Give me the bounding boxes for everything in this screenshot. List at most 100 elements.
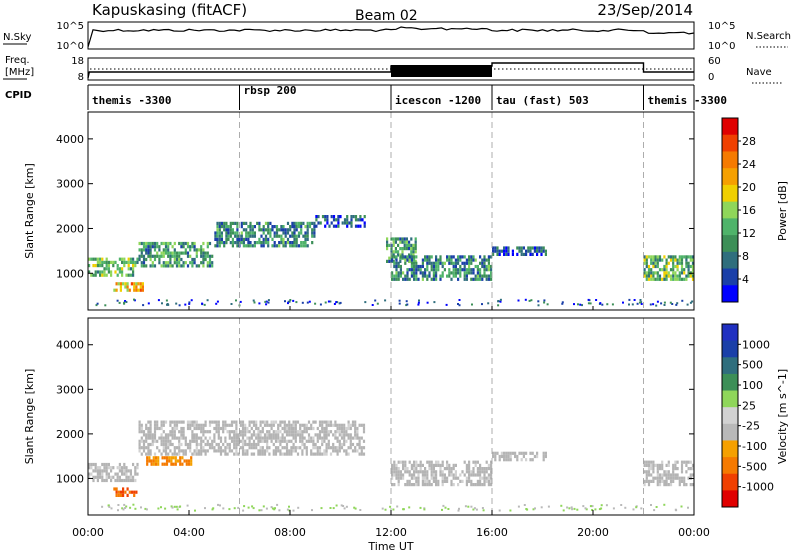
echo-cell (151, 254, 154, 258)
echo-cell (587, 302, 590, 305)
echo-cell (164, 442, 168, 447)
echo-cell (238, 237, 241, 241)
echo-cell (354, 430, 357, 434)
echo-cell (591, 505, 594, 508)
echo-cell (450, 255, 453, 259)
echo-cell (428, 463, 431, 467)
echo-cell (468, 271, 471, 275)
echo-cell (125, 466, 128, 470)
echo-cell (514, 454, 517, 459)
echo-cell (169, 254, 172, 258)
echo-cell (206, 439, 209, 443)
echo-cell (186, 442, 190, 447)
echo-cell (647, 268, 651, 272)
echo-cell (421, 479, 424, 483)
echo-cell (518, 451, 521, 455)
echo-cell (650, 277, 653, 281)
echo-cell (294, 426, 297, 431)
echo-cell (359, 215, 362, 219)
echo-cell (691, 268, 694, 272)
colorbar-swatch (722, 201, 738, 219)
echo-cell (476, 271, 479, 275)
echo-cell (299, 433, 302, 437)
echo-cell (338, 433, 341, 437)
echo-cell (134, 478, 137, 483)
echo-cell (487, 258, 490, 262)
echo-cell (242, 241, 245, 245)
echo-cell (439, 274, 442, 278)
echo-cell (189, 449, 192, 453)
echo-cell (680, 277, 684, 281)
echo-cell (483, 264, 486, 269)
echo-cell (640, 301, 643, 304)
echo-cell (481, 467, 484, 471)
echo-cell (147, 436, 150, 440)
echo-cell (448, 255, 451, 259)
echo-cell (663, 473, 666, 477)
echo-cell (233, 439, 236, 443)
echo-cell (246, 452, 249, 456)
echo-cell (249, 228, 252, 232)
echo-cell (658, 255, 662, 259)
echo-cell (217, 503, 219, 506)
echo-cell (202, 426, 205, 431)
echo-cell (96, 302, 99, 305)
echo-cell (297, 231, 301, 235)
echo-cell (307, 436, 311, 440)
echo-cell (410, 476, 413, 480)
echo-cell (435, 261, 438, 265)
echo-cell (353, 506, 356, 509)
echo-cell (410, 268, 413, 272)
echo-cell (267, 301, 270, 304)
echo-cell (540, 246, 543, 250)
echo-cell (264, 300, 267, 303)
echo-cell (290, 430, 293, 434)
echo-cell (415, 463, 418, 467)
echo-cell (182, 251, 185, 255)
echo-cell (240, 221, 243, 225)
echo-cell (678, 271, 681, 275)
echo-cell (643, 258, 646, 262)
echo-cell (252, 430, 256, 434)
echo-cell (390, 247, 393, 251)
echo-cell (101, 469, 104, 473)
echo-cell (439, 261, 442, 265)
echo-cell (435, 470, 438, 474)
echo-cell (454, 271, 457, 275)
echo-cell (415, 476, 418, 480)
echo-cell (237, 442, 240, 447)
echo-cell (395, 264, 398, 269)
echo-cell (476, 268, 479, 272)
echo-cell (105, 472, 108, 476)
echo-cell (301, 423, 304, 427)
echo-cell (224, 436, 227, 440)
echo-cell (496, 451, 499, 455)
echo-cell (184, 251, 187, 255)
echo-cell (189, 254, 192, 258)
echo-cell (248, 430, 251, 434)
echo-cell (647, 479, 651, 483)
echo-cell (288, 439, 291, 443)
echo-cell (175, 257, 179, 262)
echo-cell (417, 264, 420, 269)
echo-cell (180, 241, 183, 246)
echo-cell (295, 301, 298, 304)
echo-cell (413, 470, 416, 474)
echo-cell (321, 452, 324, 456)
velocity-echo-layer (88, 318, 694, 515)
echo-cell (300, 231, 303, 235)
echo-cell (503, 451, 506, 455)
echo-cell (403, 240, 406, 244)
echo-cell (476, 274, 479, 278)
x-tick-label: 12:00 (375, 526, 407, 539)
echo-cell (363, 221, 366, 225)
echo-cell (145, 439, 148, 443)
echo-cell (448, 261, 451, 265)
echo-cell (338, 446, 341, 450)
echo-cell (249, 221, 252, 225)
echo-cell (408, 479, 411, 483)
echo-cell (463, 255, 466, 259)
echo-cell (536, 252, 539, 256)
echo-cell (235, 299, 237, 302)
echo-cell (213, 446, 216, 450)
